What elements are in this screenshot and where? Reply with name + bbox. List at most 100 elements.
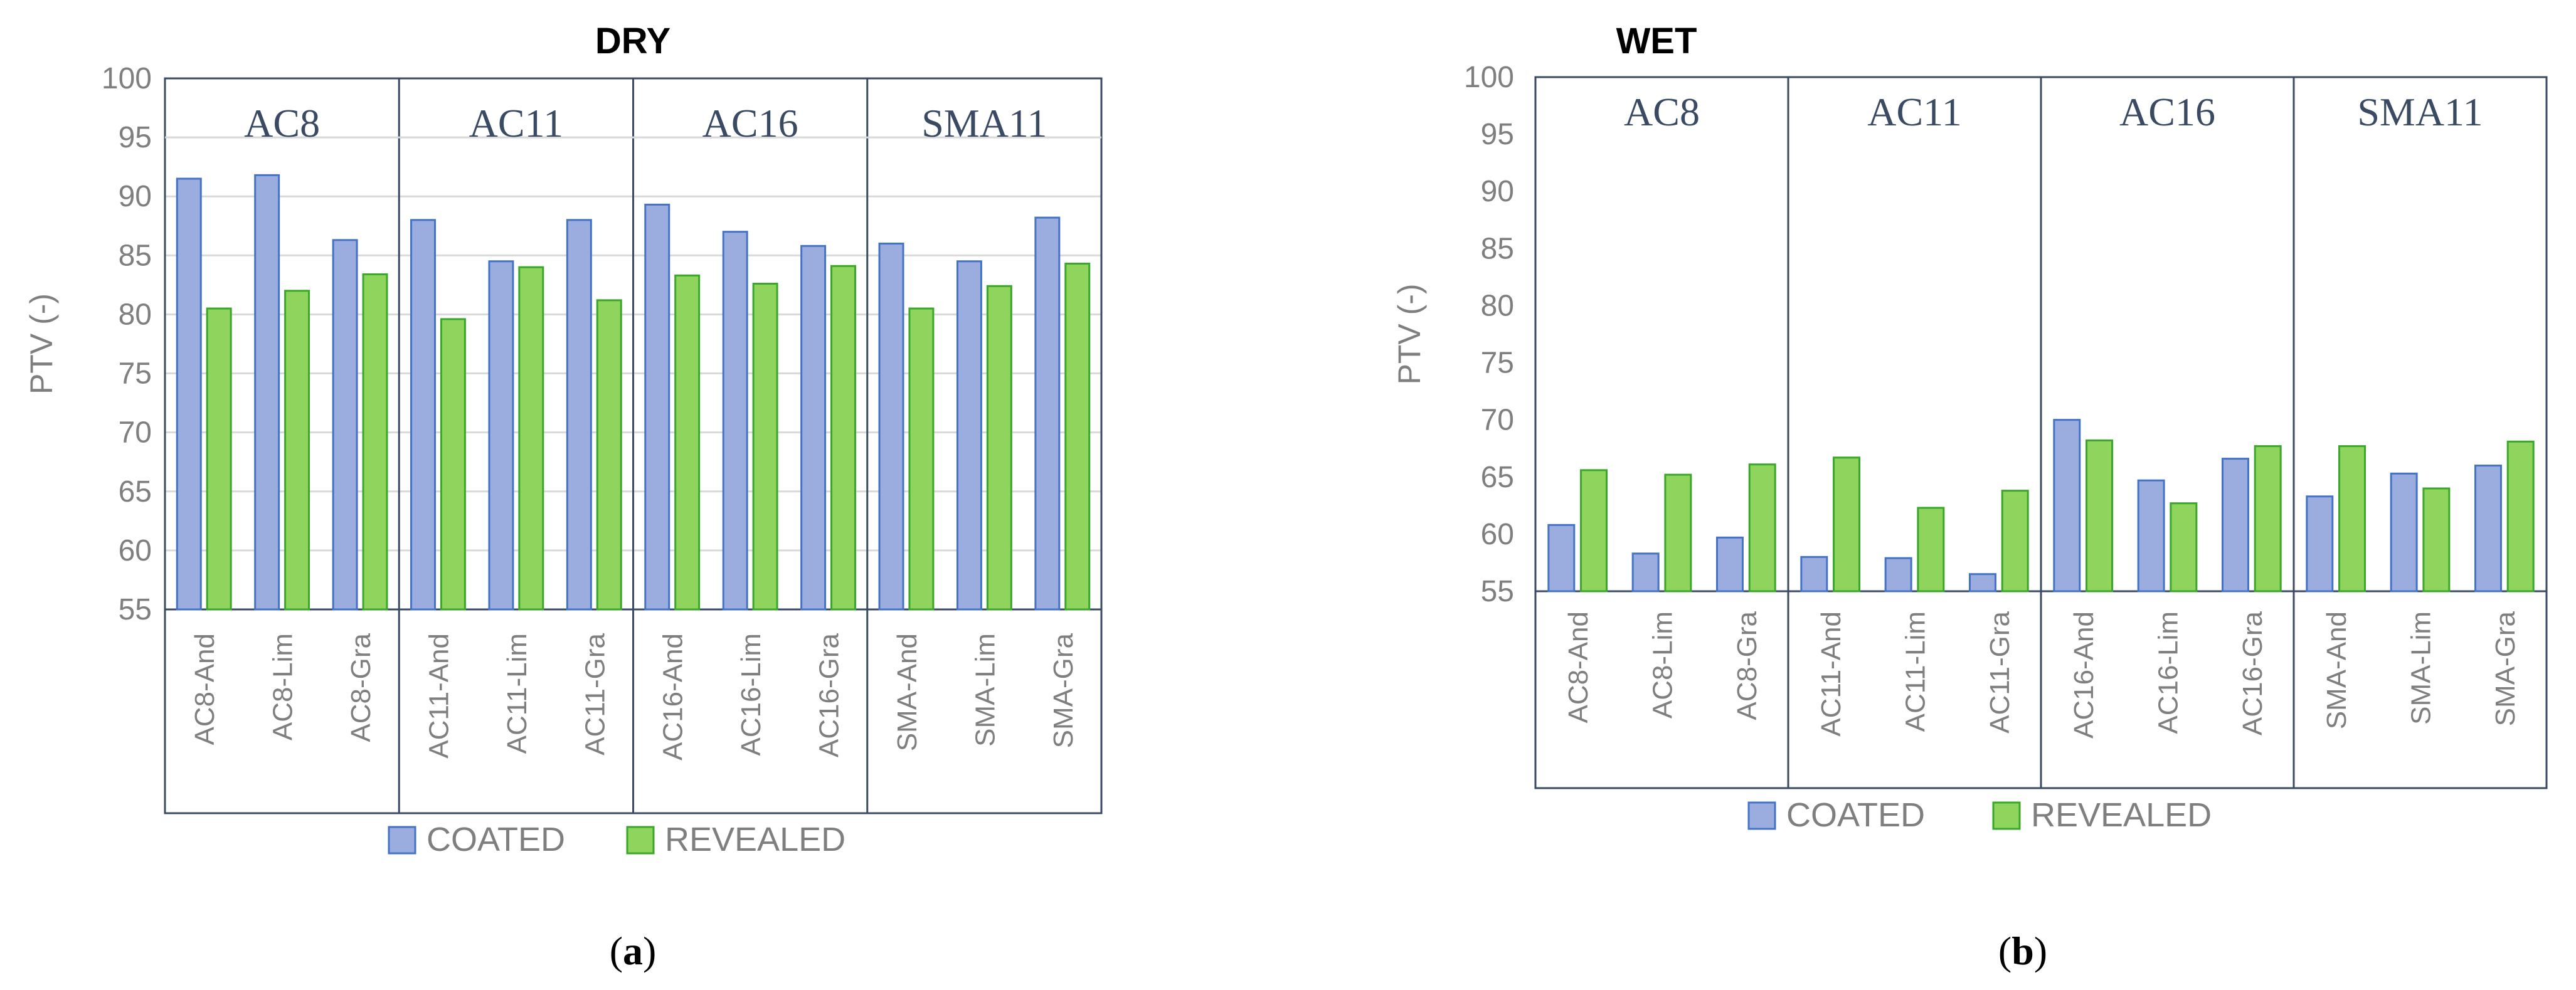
- y-axis-label: PTV (-): [1392, 283, 1427, 384]
- group-label: SMA11: [921, 101, 1047, 145]
- group-label: AC8: [1624, 90, 1700, 134]
- bar-coated: [566, 219, 592, 611]
- bar-coated: [1631, 552, 1660, 592]
- category-label: AC11-Gra: [580, 633, 610, 755]
- category-label: SMA-Lim: [970, 633, 1000, 747]
- legend-label-coated: COATED: [427, 821, 565, 858]
- bar-coated: [878, 243, 904, 611]
- panel-caption: (b): [1998, 929, 2047, 973]
- y-tick-label: 65: [119, 475, 152, 508]
- bar-coated: [1884, 557, 1912, 592]
- y-tick-label: 100: [1464, 61, 1514, 94]
- bar-revealed: [2338, 445, 2367, 592]
- y-tick-label: 90: [119, 180, 152, 213]
- category-label: AC11-Lim: [502, 633, 533, 754]
- group-label: SMA11: [2357, 90, 2483, 134]
- bar-revealed: [986, 285, 1012, 611]
- category-label: SMA-Lim: [2406, 611, 2437, 725]
- chart-title: WET: [1616, 21, 1697, 61]
- category-label: AC16-Gra: [2237, 611, 2268, 735]
- y-tick-label: 85: [1481, 232, 1514, 265]
- bar-revealed: [206, 307, 232, 611]
- bar-revealed: [2506, 440, 2535, 592]
- category-label: AC11-Lim: [1900, 611, 1931, 732]
- y-tick-label: 70: [1481, 404, 1514, 437]
- bar-coated: [722, 231, 748, 611]
- category-label: AC16-Lim: [736, 633, 766, 756]
- caption-letter: b: [2012, 929, 2034, 973]
- y-tick-label: 55: [1481, 575, 1514, 608]
- bar-coated: [1547, 524, 1576, 592]
- category-label: AC8-Gra: [346, 633, 376, 742]
- bar-coated: [488, 260, 514, 611]
- bar-revealed: [1833, 456, 1861, 592]
- y-tick-label: 55: [119, 593, 152, 626]
- caption-paren-open: (: [1998, 929, 2012, 973]
- category-label: AC11-And: [1816, 611, 1847, 737]
- y-tick-label: 75: [119, 357, 152, 391]
- chart-dry-panel: DRY AC8 AC11 AC16 SMA11 55 60 65 70 75 80 85 90 95 100…: [24, 21, 1103, 973]
- bar-coated: [1800, 556, 1828, 592]
- y-tick-label: 95: [119, 121, 152, 154]
- bar-revealed: [1064, 263, 1091, 611]
- bar-coated: [2306, 495, 2334, 592]
- bar-revealed: [2170, 502, 2198, 592]
- category-label: AC16-And: [2069, 611, 2099, 739]
- bar-coated: [176, 177, 202, 611]
- category-label: AC16-And: [658, 633, 689, 761]
- bar-revealed: [2422, 487, 2451, 592]
- bar-coated: [644, 203, 671, 611]
- bar-revealed: [440, 318, 466, 611]
- bar-coated: [332, 239, 358, 611]
- category-label: AC8-And: [1563, 611, 1594, 724]
- y-tick-label: 60: [119, 534, 152, 567]
- y-tick-label: 75: [1481, 347, 1514, 380]
- bar-coated: [410, 219, 436, 611]
- caption-paren-close: ): [643, 929, 656, 973]
- bar-revealed: [518, 266, 544, 611]
- y-tick-label: 70: [119, 416, 152, 450]
- bar-coated: [2474, 465, 2502, 592]
- y-tick-label: 95: [1481, 118, 1514, 151]
- group-label: AC8: [244, 101, 320, 145]
- legend-label-revealed: REVEALED: [2031, 796, 2212, 834]
- category-label: AC8-Lim: [1648, 611, 1678, 719]
- bar-coated: [1715, 536, 1744, 592]
- bar-coated: [2137, 479, 2165, 592]
- group-label: AC16: [702, 101, 798, 145]
- category-label: AC11-Gra: [1985, 611, 2015, 733]
- y-tick-label: 80: [1481, 289, 1514, 322]
- caption-letter: a: [623, 929, 643, 973]
- y-axis-label: PTV (-): [24, 293, 59, 394]
- bar-revealed: [2086, 439, 2114, 592]
- category-label: AC16-Lim: [2153, 611, 2184, 734]
- y-tick-label: 65: [1481, 461, 1514, 494]
- bar-revealed: [1748, 463, 1776, 592]
- bar-coated: [1034, 216, 1061, 611]
- category-label: AC8-Gra: [1732, 611, 1762, 720]
- bar-revealed: [908, 307, 935, 611]
- legend-swatch-revealed: [1992, 801, 2021, 830]
- category-label: AC8-And: [189, 633, 220, 745]
- bar-coated: [2053, 419, 2081, 592]
- caption-paren-close: ): [2034, 929, 2047, 973]
- legend-swatch-coated: [1747, 801, 1776, 830]
- bar-revealed: [284, 290, 310, 611]
- y-tick-label: 85: [119, 239, 152, 272]
- category-label: SMA-And: [2321, 611, 2352, 729]
- group-label: AC16: [2119, 90, 2215, 134]
- bar-revealed: [752, 283, 778, 611]
- bar-revealed: [1664, 473, 1692, 592]
- category-label: SMA-Gra: [1048, 633, 1079, 748]
- bar-revealed: [830, 265, 856, 611]
- bar-coated: [800, 245, 827, 611]
- bar-revealed: [1580, 469, 1608, 592]
- legend-label-coated: COATED: [1786, 796, 1925, 834]
- bar-coated: [254, 174, 280, 611]
- category-label: SMA-And: [892, 633, 923, 751]
- bar-revealed: [674, 274, 701, 611]
- legend-label-revealed: REVEALED: [665, 821, 845, 858]
- group-label: AC11: [1867, 90, 1962, 134]
- legend-swatch-revealed: [626, 826, 655, 855]
